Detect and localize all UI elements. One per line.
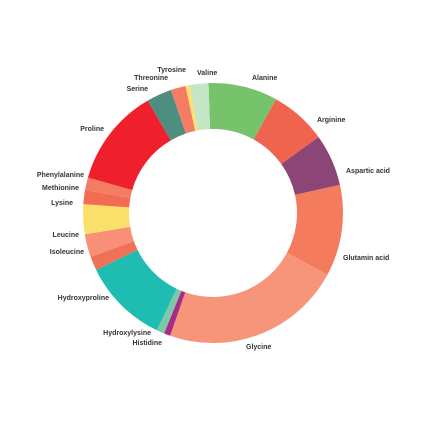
slice-glycine bbox=[170, 252, 328, 344]
label-alanine: Alanine bbox=[252, 75, 277, 82]
slice-histidine bbox=[164, 290, 186, 336]
slice-leucine bbox=[84, 226, 134, 257]
label-isoleucine: Isoleucine bbox=[50, 249, 84, 256]
slice-hydroxylysine bbox=[156, 288, 182, 334]
slice-hydroxyproline bbox=[96, 249, 177, 331]
donut-slices bbox=[82, 83, 343, 344]
label-leucine: Leucine bbox=[53, 232, 80, 239]
label-lysine: Lysine bbox=[51, 200, 73, 207]
slice-aspartic-acid bbox=[281, 137, 340, 195]
label-phenylalanine: Phenylalanine bbox=[37, 172, 84, 179]
slice-tyrosine bbox=[185, 85, 198, 131]
label-threonine: Threonine bbox=[134, 75, 168, 82]
label-hydroxyproline: Hydroxyproline bbox=[58, 295, 109, 302]
slice-lysine bbox=[82, 204, 131, 235]
slice-threonine bbox=[170, 85, 196, 134]
slice-arginine bbox=[253, 99, 319, 164]
label-serine: Serine bbox=[127, 86, 149, 93]
label-glycine: Glycine bbox=[246, 344, 271, 351]
slice-methionine bbox=[83, 189, 131, 208]
label-valine: Valine bbox=[197, 70, 217, 77]
slice-proline bbox=[87, 100, 171, 191]
slice-glutamin-acid bbox=[286, 184, 343, 275]
label-tyrosine: Tyrosine bbox=[157, 67, 186, 74]
label-proline: Proline bbox=[80, 126, 104, 133]
label-aspartic-acid: Aspartic acid bbox=[346, 168, 390, 175]
slice-isoleucine bbox=[90, 241, 138, 271]
slice-phenylalanine bbox=[85, 177, 133, 199]
label-methionine: Methionine bbox=[42, 185, 79, 192]
slice-alanine bbox=[208, 83, 276, 140]
label-histidine: Histidine bbox=[132, 340, 162, 347]
slice-labels: Alanine Arginine Aspartic acid Glutamin aci… bbox=[37, 67, 390, 351]
label-glutamin-acid: Glutamin acid bbox=[343, 255, 389, 262]
slice-serine bbox=[147, 90, 186, 141]
slice-valine bbox=[189, 83, 211, 131]
label-arginine: Arginine bbox=[317, 117, 345, 124]
label-hydroxylysine: Hydroxylysine bbox=[103, 330, 151, 337]
